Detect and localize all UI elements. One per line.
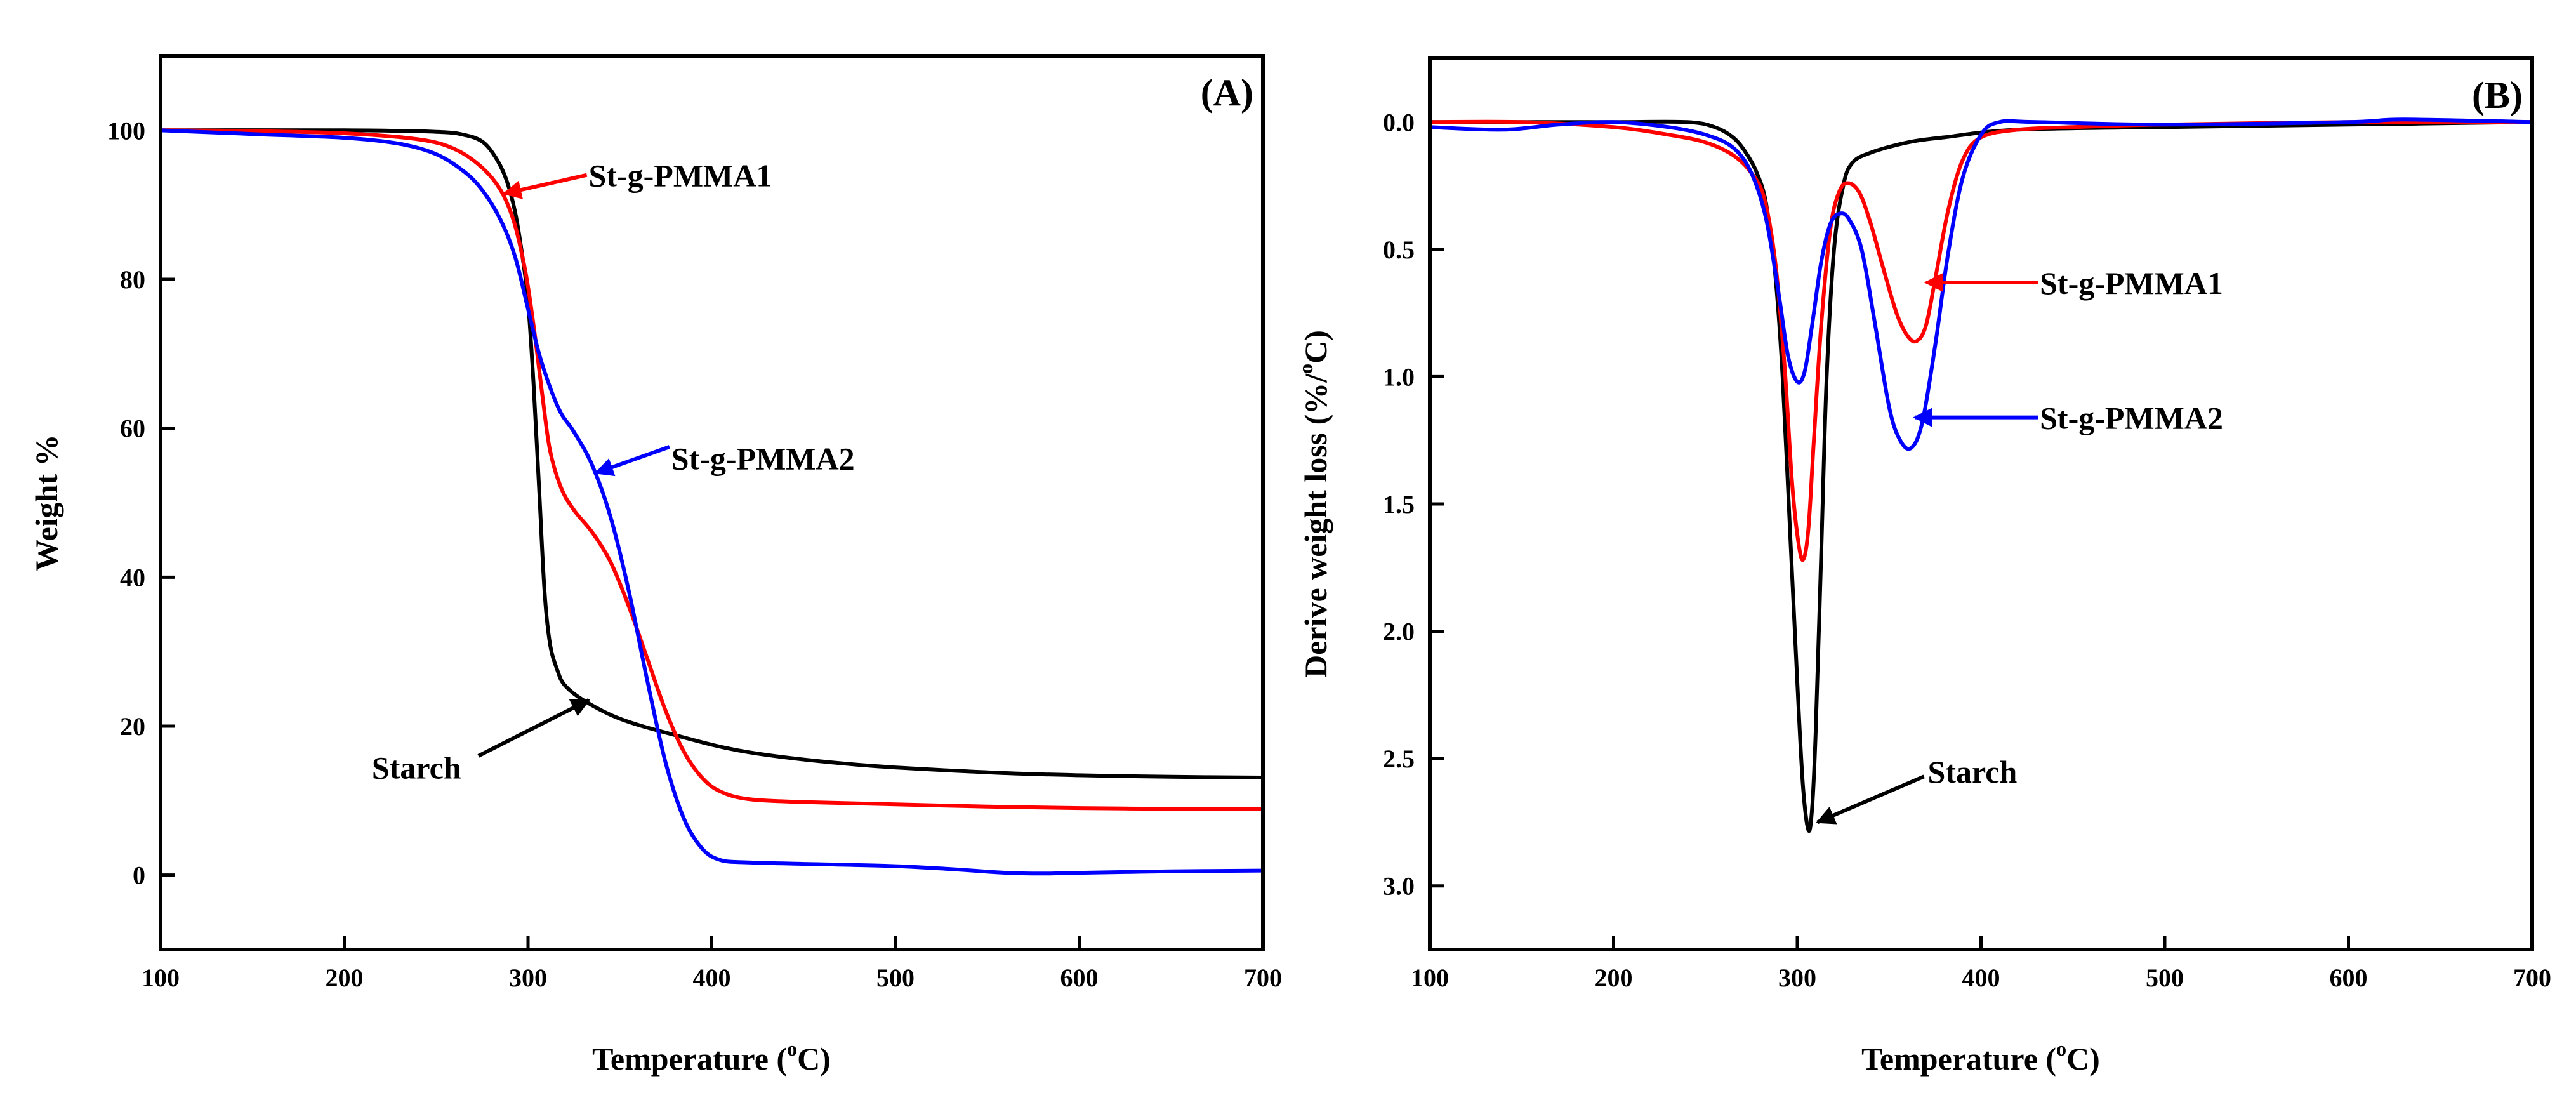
panel-a-arrow-st-g-pmma1	[502, 173, 588, 199]
panel-b-series	[1430, 117, 2532, 833]
panel-b-y-tick-label: 1.0	[1383, 362, 1415, 391]
panel-a-series-starch	[161, 128, 1263, 779]
panel-a-y-axis-title: Weight %	[29, 434, 64, 571]
panel-a-x-tick-label: 600	[1060, 964, 1099, 992]
panel-a-frame	[159, 54, 1265, 951]
panel-b-series-st-g-pmma1	[1430, 119, 2532, 562]
panel-b-x-tick-label: 300	[1778, 964, 1816, 992]
panel-b-arrow-starch	[1816, 774, 1925, 825]
panel-a-ticks: 100 200 300 400 500 600 700 0 20 40 60 80 100	[107, 116, 1282, 992]
panel-b-x-tick-label: 600	[2330, 964, 2368, 992]
panel-a-x-tick-label: 500	[876, 964, 915, 992]
panel-b-annotation-st-g-pmma1: St-g-PMMA1	[2040, 265, 2223, 301]
panel-a-x-axis-title: Temperature (oC)	[592, 1037, 831, 1077]
panel-b-x-tick-label: 100	[1411, 964, 1449, 992]
panel-a-x-tick-label: 400	[693, 964, 731, 992]
panel-b-x-tick-label: 200	[1595, 964, 1633, 992]
panel-a-y-tick-label: 100	[107, 116, 145, 145]
panel-b-annotation-st-g-pmma2: St-g-PMMA2	[2040, 401, 2223, 436]
panel-b-y-tick-label: 2.5	[1383, 745, 1415, 773]
panel-a-y-tick-label: 80	[120, 265, 145, 294]
panel-a-y-tick-label: 40	[120, 563, 145, 592]
panel-a-y-tick-label: 0	[133, 861, 145, 890]
panel-b-y-tick-label: 2.0	[1383, 618, 1415, 646]
panel-b-x-tick-label: 700	[2513, 964, 2551, 992]
panel-a-annotation-starch: Starch	[372, 750, 461, 786]
panel-b-y-tick-label: 0.0	[1383, 108, 1415, 136]
panel-b-label: (B)	[2472, 74, 2523, 116]
panel-a-x-tick-label: 700	[1244, 964, 1282, 992]
panel-a: 100 200 300 400 500 600 700 0 20 40 60 80 100 St-g-P…	[29, 54, 1282, 1077]
panel-b-annotation-starch: Starch	[1928, 754, 2018, 790]
panel-a-series-st-g-pmma1	[161, 128, 1263, 811]
panel-a-y-tick-label: 20	[120, 712, 145, 741]
panel-b-y-tick-label: 3.0	[1383, 872, 1415, 901]
panel-a-x-tick-label: 100	[142, 964, 180, 992]
panel-a-x-tick-label: 300	[509, 964, 547, 992]
panel-b-frame	[1428, 56, 2534, 951]
panel-b-series-st-g-pmma2	[1430, 117, 2532, 451]
panel-b-y-tick-label: 0.5	[1383, 235, 1415, 264]
panel-a-label: (A)	[1201, 72, 1253, 114]
panel-b-x-tick-label: 400	[1962, 964, 2000, 992]
panel-a-series-st-g-pmma2	[161, 128, 1263, 876]
panel-b-x-tick-label: 500	[2146, 964, 2184, 992]
panel-a-arrow-starch	[477, 698, 591, 758]
panel-a-x-tick-label: 200	[326, 964, 364, 992]
panel-b-y-axis-title: Derive weight loss (%/oC)	[1294, 330, 1333, 678]
panel-a-annotations: St-g-PMMA1 St-g-PMMA2 Starch	[372, 158, 855, 786]
panel-a-annotation-st-g-pmma1: St-g-PMMA1	[589, 158, 772, 194]
panel-b-ticks: 100 200 300 400 500 600 700 0.0 0.5 1.0 1.5 2.0 2.5 3…	[1383, 108, 2551, 992]
panel-a-series	[161, 128, 1263, 876]
panel-b-annotations: St-g-PMMA1 St-g-PMMA2 Starch	[1816, 265, 2223, 825]
panel-a-annotation-st-g-pmma2: St-g-PMMA2	[671, 441, 855, 477]
panel-b-x-axis-title: Temperature (oC)	[1861, 1037, 2100, 1077]
panel-b-series-starch	[1430, 119, 2532, 833]
panel-b: 100 200 300 400 500 600 700 0.0 0.5 1.0 1.5 2.0 2.5 3…	[1294, 56, 2551, 1077]
panel-b-y-tick-label: 1.5	[1383, 490, 1415, 519]
panel-a-y-tick-label: 60	[120, 414, 145, 443]
panel-a-arrow-st-g-pmma2	[594, 445, 670, 477]
